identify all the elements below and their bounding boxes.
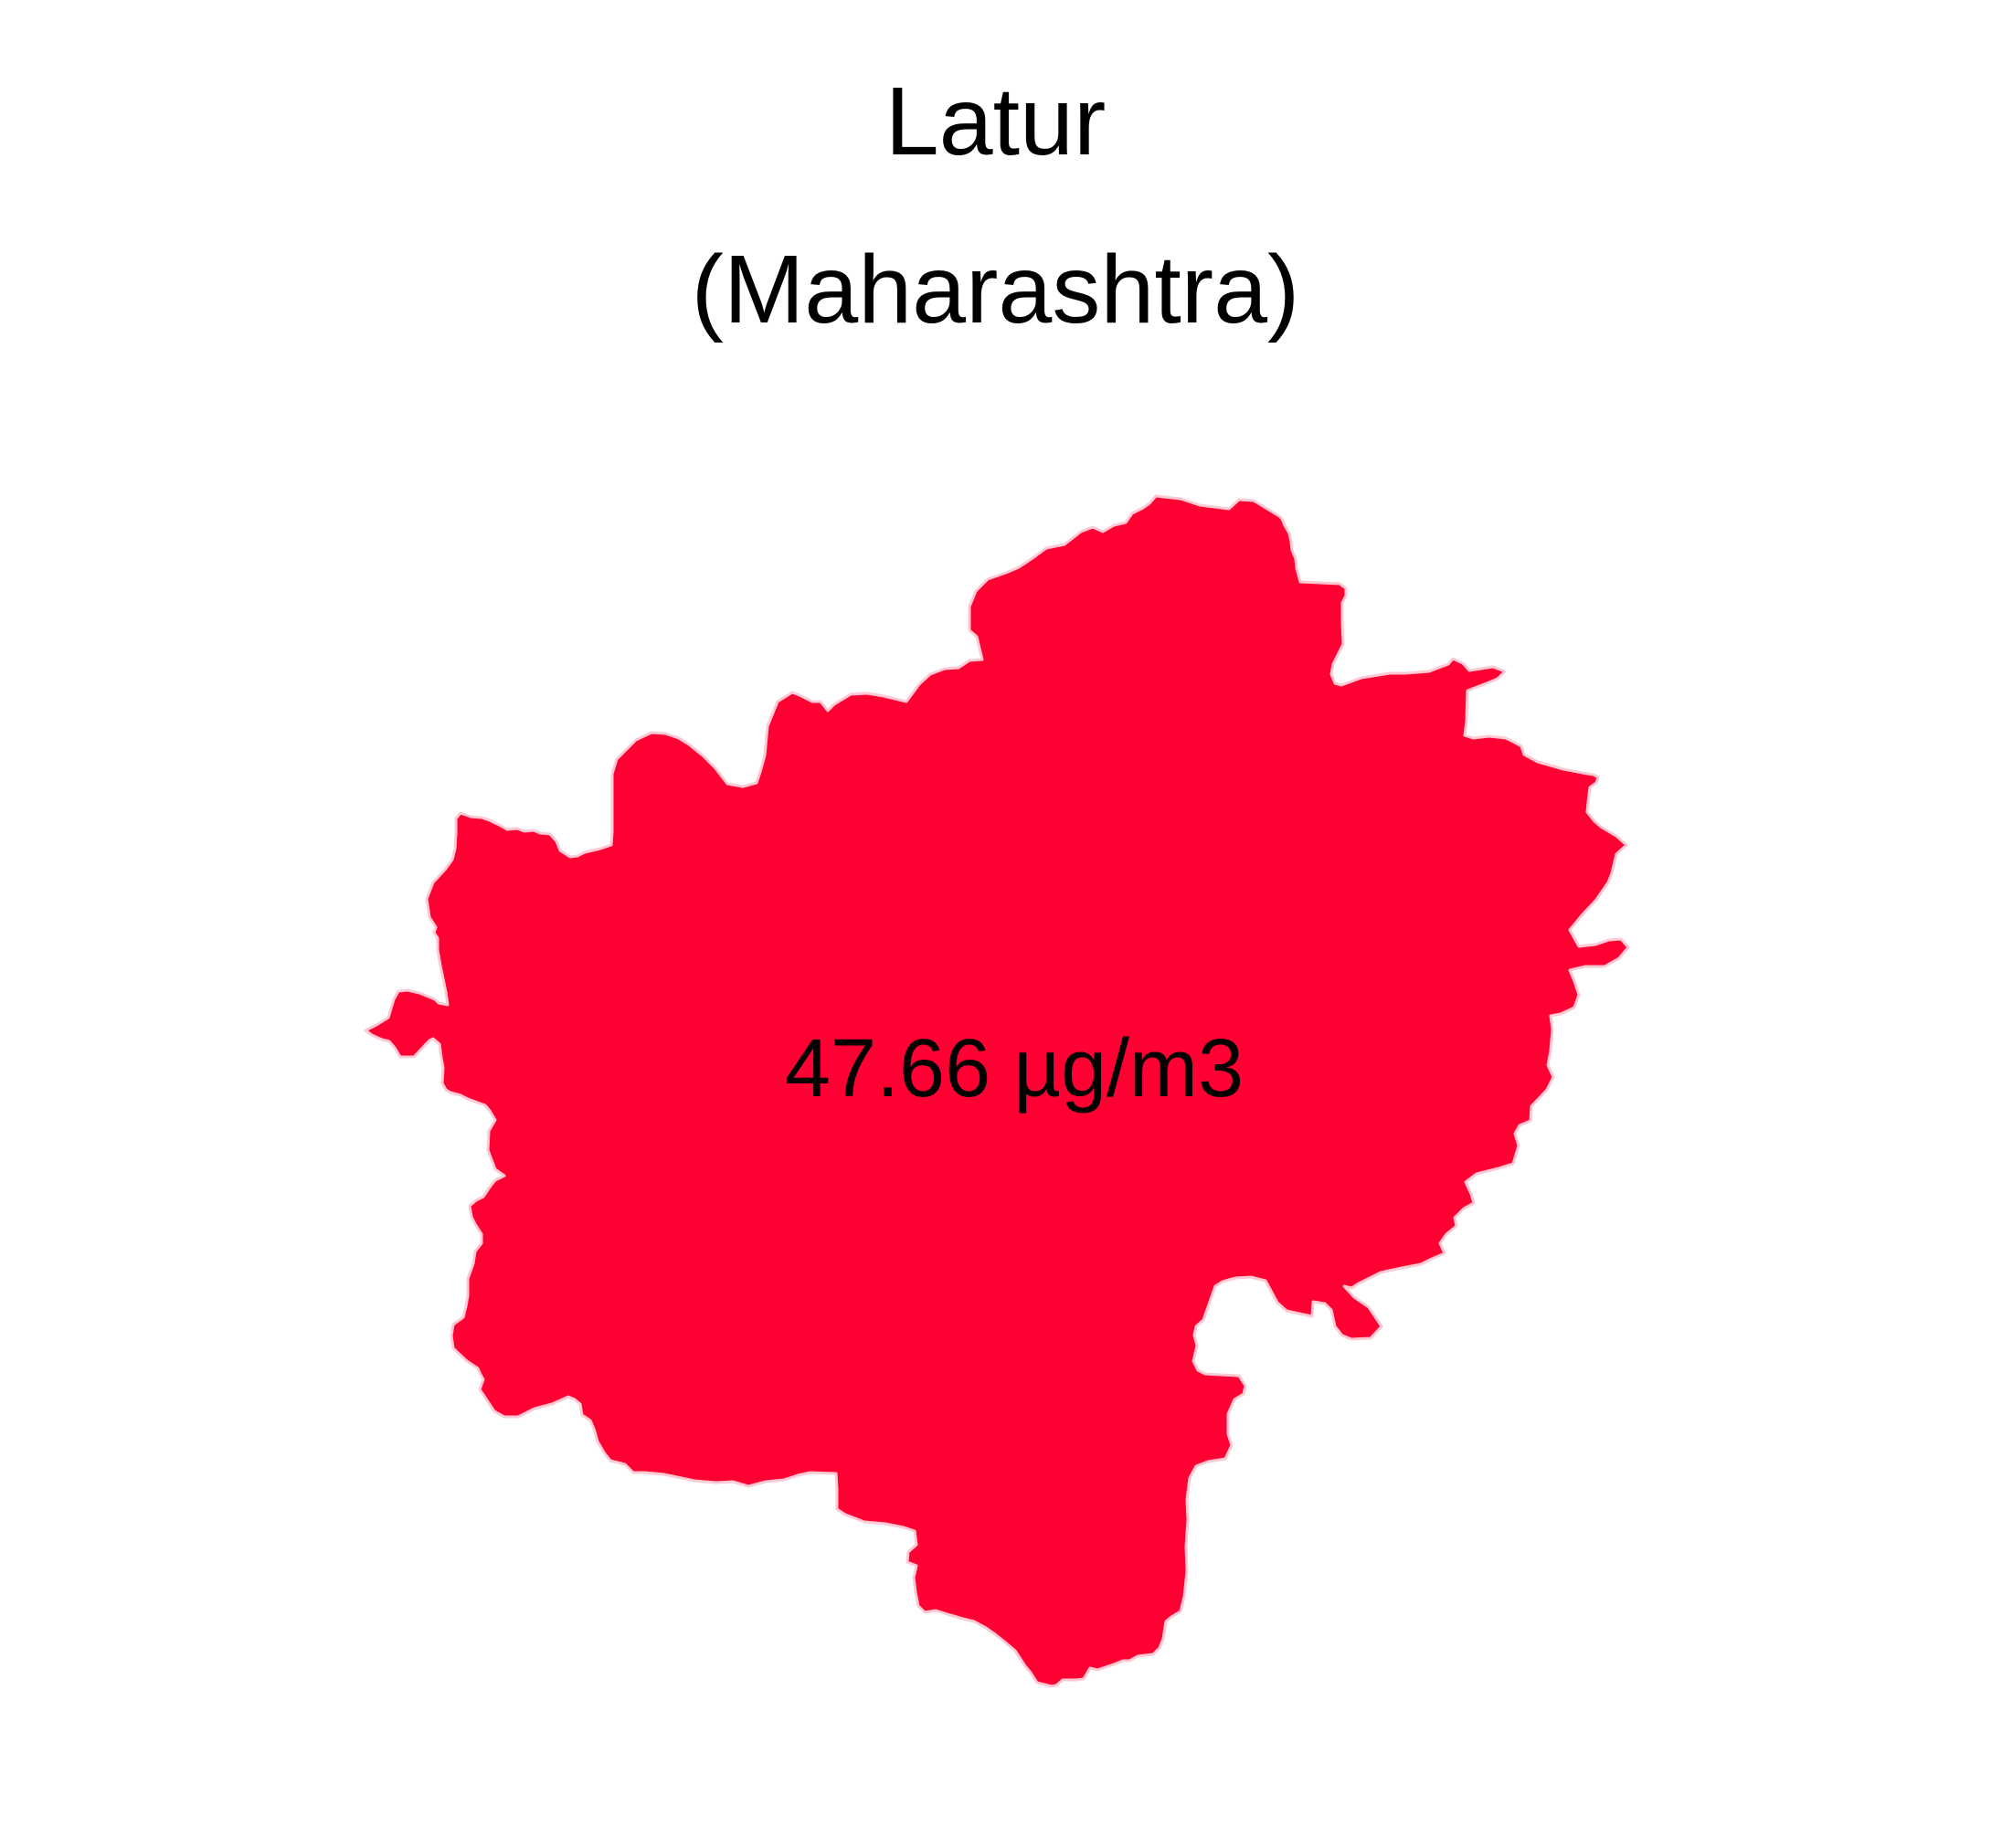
map-title: Latur [884,68,1107,175]
map-subtitle-state: (Maharashtra) [691,236,1300,343]
pm25-value-label: 47.66 µg/m3 [785,1023,1244,1114]
latur-district-shape [364,494,1630,1688]
